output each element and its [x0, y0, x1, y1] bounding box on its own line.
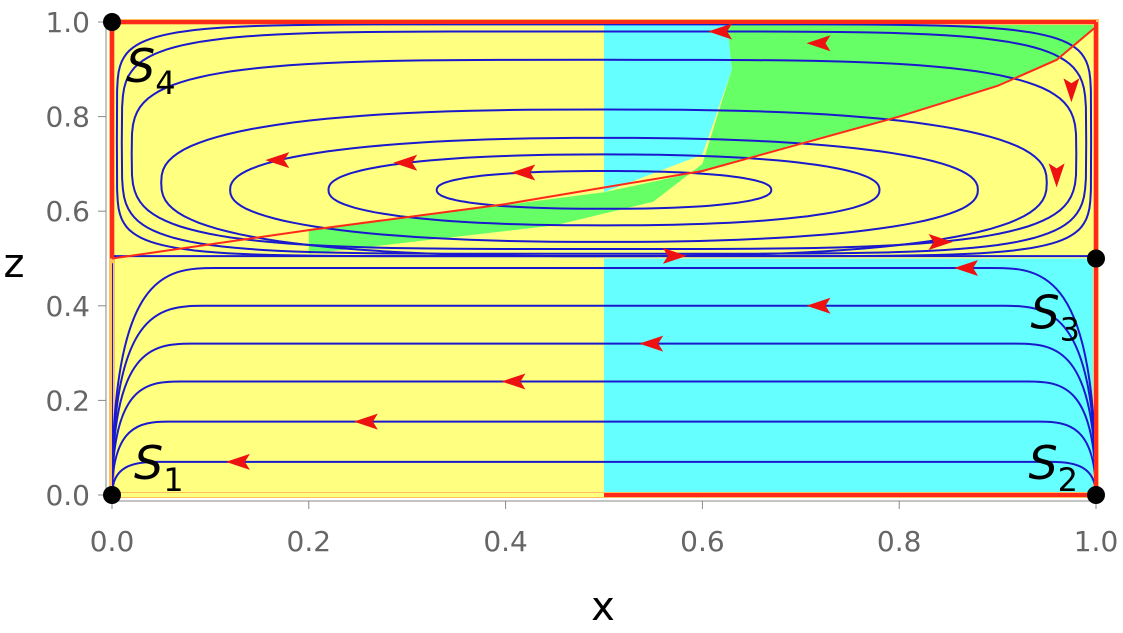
direction-arrow	[265, 152, 290, 169]
direction-arrow	[1048, 163, 1065, 188]
y-tick-label: 1.0	[45, 6, 90, 39]
equilibrium-label: S4	[126, 39, 176, 102]
x-tick-label: 1.0	[1074, 525, 1119, 558]
direction-arrow	[928, 233, 953, 250]
lower-streamline	[112, 420, 1096, 495]
y-tick-label: 0.2	[45, 384, 90, 417]
red-curve	[112, 25, 1096, 260]
region-fills	[109, 19, 1099, 498]
lower-streamline	[112, 460, 1096, 495]
direction-arrow	[662, 247, 687, 264]
upper-orbit	[120, 30, 1088, 255]
red-curve-layer	[112, 25, 1096, 260]
direction-arrow	[708, 23, 733, 40]
direction-arrow	[393, 154, 418, 171]
equilibrium-label: S1	[134, 436, 184, 499]
lower-streamline	[112, 380, 1096, 495]
direction-arrow	[1063, 78, 1080, 103]
lower-streamline	[112, 304, 1096, 495]
lower-streamline	[112, 266, 1096, 495]
equilibrium-point	[103, 13, 121, 31]
direction-arrow	[639, 335, 664, 352]
equilibrium-points: S1 S2 S3 S4	[103, 13, 1105, 504]
x-tick-label: 0.2	[287, 525, 332, 558]
upper-orbit	[229, 136, 979, 243]
equilibrium-label: S3	[1030, 286, 1080, 349]
lower-streamline	[112, 342, 1096, 495]
upper-orbit	[327, 153, 881, 227]
x-tick-label: 0.8	[877, 525, 922, 558]
x-tick-label: 0.0	[90, 525, 135, 558]
equilibrium-point	[1087, 486, 1105, 504]
region-cyan-lower	[604, 258, 1096, 495]
y-tick-label: 0.6	[45, 195, 90, 228]
direction-arrow	[501, 373, 526, 390]
equilibrium-label: S2	[1028, 436, 1078, 499]
upper-orbit	[160, 108, 1048, 258]
axes: 0.0 0.2 0.4 0.6 0.8 1.0 0.0 0.2 0.4 0.6 0.8 1.0	[45, 6, 1118, 558]
y-tick-label: 0.8	[45, 101, 90, 134]
x-tick-label: 0.4	[483, 525, 528, 558]
y-tick-label: 0.0	[45, 479, 90, 512]
equilibrium-point	[1087, 249, 1105, 268]
outer-orbit	[115, 23, 1093, 258]
equilibrium-point	[103, 486, 121, 504]
y-axis-label: z	[4, 241, 25, 287]
upper-orbit	[435, 170, 773, 210]
x-axis-label: x	[591, 584, 615, 630]
region-green	[308, 22, 1096, 254]
direction-arrow	[806, 297, 831, 314]
x-tick-label: 0.6	[680, 525, 725, 558]
direction-arrow	[511, 164, 536, 181]
direction-arrows	[225, 23, 1080, 470]
direction-arrow	[806, 35, 831, 52]
region-cyan-upper	[604, 22, 732, 193]
y-tick-label: 0.4	[45, 290, 90, 323]
direction-arrow	[225, 453, 250, 470]
direction-arrow	[954, 259, 979, 276]
direction-arrow	[353, 413, 378, 430]
